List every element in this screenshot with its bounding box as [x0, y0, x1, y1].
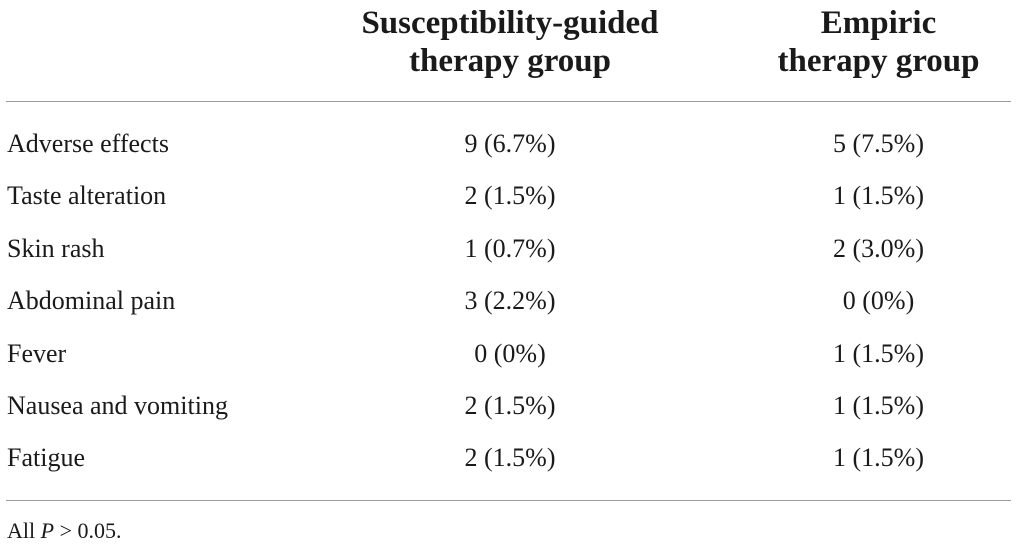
empiric-value: 2 (3.0%) — [833, 233, 924, 263]
empiric-value: 5 (7.5%) — [833, 129, 924, 158]
row-label: Nausea and vomiting — [7, 390, 228, 420]
header-susceptibility-guided: Susceptibility-guided therapy group — [361, 5, 659, 79]
footer-divider — [6, 500, 1011, 501]
empiric-value: 1 (1.5%) — [833, 390, 924, 420]
table-row: Fever 0 (0%) 1 (1.5%) — [0, 331, 1017, 383]
table-row: Adverse effects 9 (6.7%) 5 (7.5%) — [0, 121, 1017, 173]
p-variable: P — [40, 518, 55, 543]
row-label: Fatigue — [7, 443, 85, 473]
row-label: Skin rash — [7, 233, 105, 263]
guided-value: 2 (1.5%) — [464, 181, 556, 211]
table-footnote: All P > 0.05. — [7, 518, 122, 543]
row-label: Abdominal pain — [7, 286, 176, 316]
table-body: Adverse effects 9 (6.7%) 5 (7.5%) Taste … — [0, 121, 1017, 488]
header-empiric: Empiric therapy group — [777, 5, 980, 79]
table-row: Skin rash 1 (0.7%) 2 (3.0%) — [0, 226, 1017, 278]
guided-value: 3 (2.2%) — [464, 286, 556, 316]
guided-value: 0 (0%) — [474, 338, 546, 368]
row-label: Taste alteration — [7, 181, 167, 211]
guided-value: 1 (0.7%) — [464, 233, 556, 263]
table-row: Taste alteration 2 (1.5%) 1 (1.5%) — [0, 173, 1017, 225]
row-label: Fever — [7, 338, 67, 368]
guided-value: 2 (1.5%) — [464, 443, 556, 473]
table-row: Fatigue 2 (1.5%) 1 (1.5%) — [0, 435, 1017, 487]
table-row: Abdominal pain 3 (2.2%) 0 (0%) — [0, 278, 1017, 330]
empiric-value: 1 (1.5%) — [833, 181, 924, 211]
empiric-value: 0 (0%) — [842, 286, 915, 316]
row-label: Adverse effects — [7, 129, 169, 158]
table-header: Susceptibility-guided therapy group Empi… — [0, 0, 1017, 102]
guided-value: 2 (1.5%) — [464, 390, 556, 420]
empiric-value: 1 (1.5%) — [833, 338, 924, 368]
guided-value: 9 (6.7%) — [464, 129, 556, 158]
empiric-value: 1 (1.5%) — [833, 443, 924, 473]
header-divider — [6, 101, 1011, 102]
table-row: Nausea and vomiting 2 (1.5%) 1 (1.5%) — [0, 383, 1017, 435]
